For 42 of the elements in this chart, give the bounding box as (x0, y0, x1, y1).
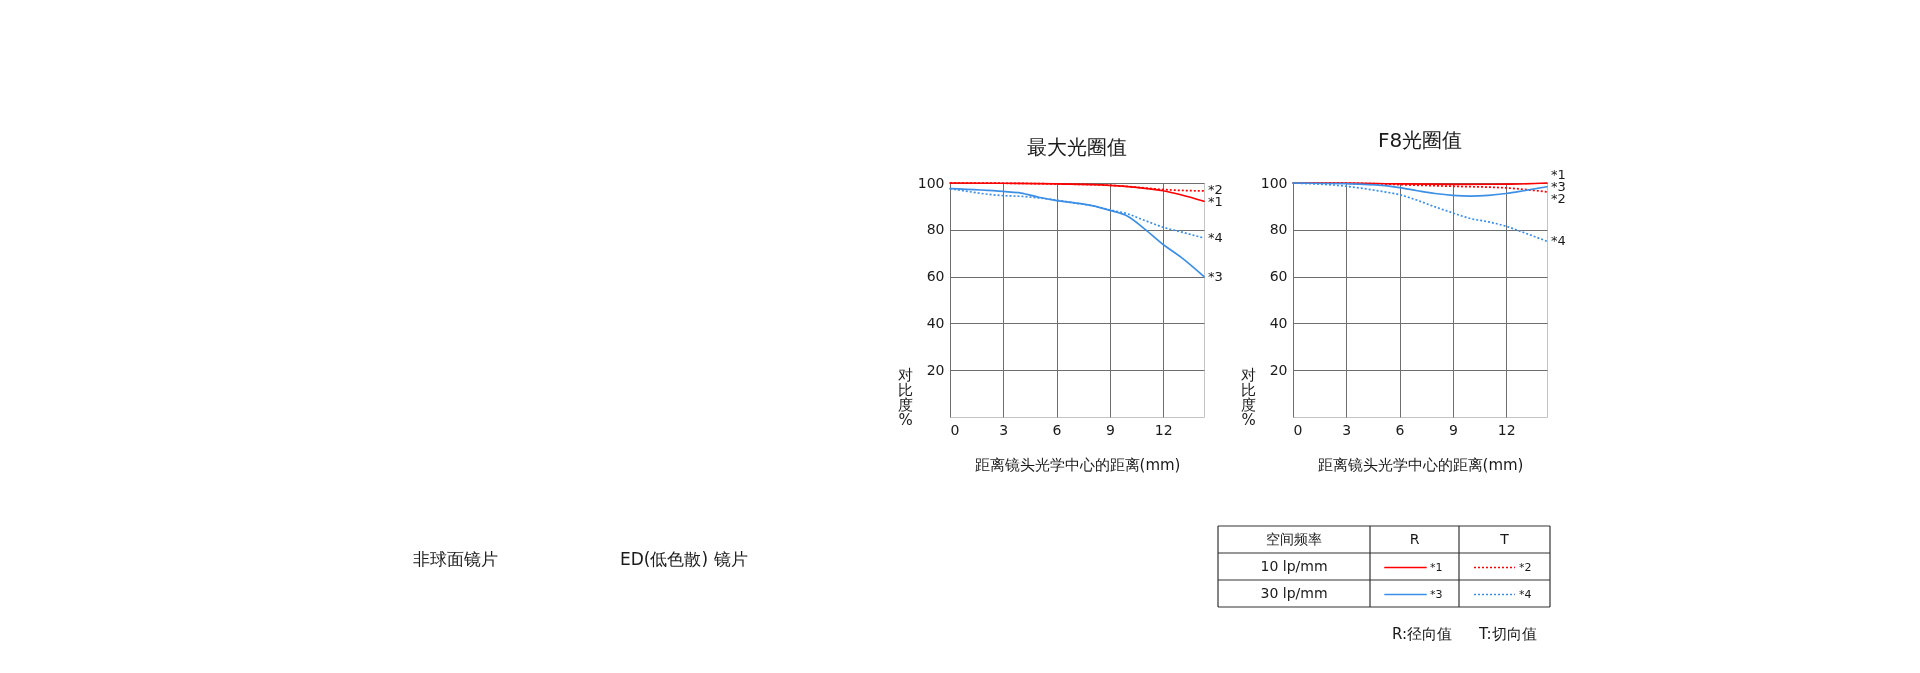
legend-title: 空间频率 (1266, 530, 1322, 547)
x-axis-title: 距离镜头光学中心的距离(mm) (974, 455, 1181, 474)
text: T:切向值 (1478, 625, 1537, 643)
x-tick-label: 0 (1293, 421, 1303, 438)
y-tick-label: 80 (1269, 221, 1288, 238)
text: T (1499, 530, 1510, 547)
y-axis-title: 对比度% (1241, 365, 1256, 429)
x-tick-label: 9 (1448, 421, 1458, 438)
x-tick-label: 12 (1154, 421, 1173, 438)
text: 30 lp/mm (1260, 584, 1328, 601)
y-tick-label: 80 (926, 221, 945, 238)
y-tick-label: 100 (917, 174, 945, 191)
x-tick-label: 3 (1342, 421, 1352, 438)
y-tick-label: 60 (926, 268, 945, 285)
text: ED(低色散) 镜片 (620, 549, 748, 569)
y-tick-label: 20 (926, 361, 945, 378)
chart-title: F8光圈值 (1377, 128, 1463, 153)
chart-title: 最大光圈值 (1027, 135, 1127, 159)
x-tick-label: 9 (1105, 421, 1115, 438)
x-tick-label: 6 (1052, 421, 1062, 438)
x-tick-label: 0 (950, 421, 960, 438)
y-tick-label: 60 (1269, 268, 1288, 285)
text: R (1409, 530, 1420, 547)
series-label: *4 (1208, 229, 1223, 245)
x-tick-label: 6 (1395, 421, 1405, 438)
text: R:径向值 (1392, 625, 1453, 643)
legend-label: *3 (1430, 587, 1443, 601)
series-label: *3 (1208, 268, 1223, 284)
y-axis-title: 对比度% (898, 365, 913, 429)
text: 10 lp/mm (1260, 557, 1328, 574)
text: 非球面镜片 (413, 549, 498, 569)
y-tick-label: 100 (1260, 174, 1288, 191)
y-tick-label: 40 (926, 314, 945, 331)
x-axis-title: 距离镜头光学中心的距离(mm) (1317, 455, 1524, 474)
legend-label: *4 (1519, 587, 1532, 601)
y-tick-label: 40 (1269, 314, 1288, 331)
legend-label: *1 (1430, 560, 1443, 574)
x-tick-label: 12 (1497, 421, 1516, 438)
y-tick-label: 20 (1269, 361, 1288, 378)
text: *4 (1551, 233, 1566, 249)
x-tick-label: 3 (999, 421, 1009, 438)
legend-label: *2 (1519, 560, 1532, 574)
